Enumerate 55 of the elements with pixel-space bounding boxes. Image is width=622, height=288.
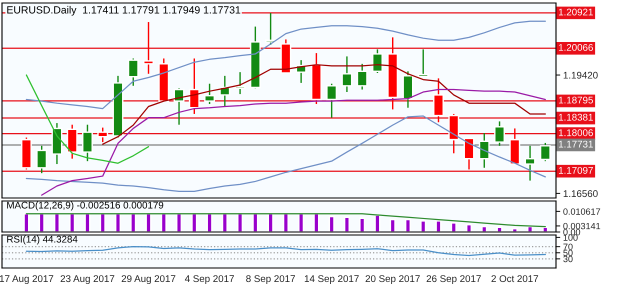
candlestick bbox=[494, 120, 505, 147]
line-series bbox=[26, 115, 546, 192]
x-tick-label: 4 Sep 2017 bbox=[184, 275, 234, 284]
candlestick bbox=[464, 138, 474, 170]
y-tick-label: 0.00 bbox=[563, 228, 580, 236]
ref-line-label: 1.20921 bbox=[558, 8, 593, 16]
ref-line-label: 1.17731 bbox=[558, 140, 593, 148]
ref-line-label: 1.18006 bbox=[558, 129, 593, 136]
candlestick bbox=[326, 83, 338, 118]
line-series bbox=[26, 246, 546, 256]
candlestick bbox=[66, 124, 78, 160]
candlestick bbox=[82, 124, 93, 162]
x-tick-label: 23 Aug 2017 bbox=[60, 275, 114, 284]
candlestick bbox=[433, 78, 444, 123]
candlestick bbox=[341, 56, 352, 93]
ref-line-label: 1.20066 bbox=[558, 44, 593, 51]
candlestick bbox=[36, 145, 48, 174]
candlestick bbox=[402, 70, 414, 108]
y-tick-label: 100 bbox=[564, 234, 578, 241]
x-tick-label: 29 Aug 2017 bbox=[122, 275, 176, 284]
y-tick-label: 70 bbox=[563, 244, 573, 250]
ref-line-label: 1.18381 bbox=[558, 114, 593, 121]
x-tick-label: 17 Aug 2017 bbox=[0, 275, 54, 284]
candlestick bbox=[418, 48, 429, 78]
line-series bbox=[26, 213, 546, 228]
candlestick bbox=[540, 142, 551, 162]
y-tick-label: 0.003141 bbox=[563, 222, 600, 230]
candlestick bbox=[478, 132, 490, 168]
y-tick-label: 30 bbox=[563, 256, 573, 262]
line-series bbox=[26, 20, 546, 110]
candlestick bbox=[372, 48, 383, 74]
candlestick bbox=[524, 145, 536, 182]
x-tick-label: 8 Sep 2017 bbox=[246, 275, 295, 284]
candlestick bbox=[128, 58, 139, 86]
x-tick-label: 20 Sep 2017 bbox=[366, 275, 420, 284]
y-tick-label: 1.16560 bbox=[564, 190, 598, 198]
y-tick-label: 0.010617 bbox=[563, 208, 600, 215]
candlestick bbox=[234, 71, 246, 95]
ref-line-label: 1.17097 bbox=[558, 166, 593, 174]
candlestick bbox=[143, 21, 154, 74]
x-tick-label: 2 Oct 2017 bbox=[492, 275, 538, 282]
candlestick bbox=[204, 83, 215, 105]
line-series bbox=[26, 74, 150, 164]
x-tick-label: 26 Sep 2017 bbox=[426, 275, 481, 284]
candlestick bbox=[356, 63, 368, 90]
chart-title: MACD(12,26,9) -0.002516 0.000179 bbox=[7, 201, 164, 211]
chart-title: RSI(14) 44.3284 bbox=[7, 235, 78, 245]
y-tick-label: 1.19420 bbox=[564, 72, 598, 79]
x-tick-label: 14 Sep 2017 bbox=[304, 275, 359, 284]
candlestick bbox=[174, 88, 184, 126]
chart-title: EURUSD.Daily 1.17411 1.17791 1.17949 1.17731 bbox=[7, 6, 240, 16]
ref-line-label: 1.18795 bbox=[558, 96, 593, 104]
y-tick-label: 50 bbox=[563, 250, 573, 256]
candlestick bbox=[265, 12, 276, 46]
candlestick bbox=[97, 126, 108, 143]
